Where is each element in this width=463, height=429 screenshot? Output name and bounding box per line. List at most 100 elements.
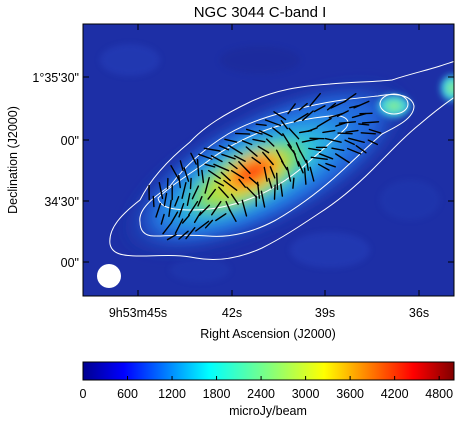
polarization-vector: [324, 137, 342, 143]
polarization-vector: [198, 153, 213, 160]
polarization-vector: [330, 100, 347, 109]
colorbar-tick-label: 1800: [203, 387, 231, 401]
x-tick-label: 36s: [409, 306, 429, 320]
polarization-vectors: [148, 92, 382, 241]
polarization-vector: [245, 146, 258, 157]
polarization-vector: [190, 152, 197, 165]
colorbar-tick-label: 4200: [381, 387, 409, 401]
polarization-vector: [336, 110, 349, 118]
polarization-vector: [347, 147, 362, 155]
polarization-vector: [338, 121, 357, 124]
polarization-vector: [196, 158, 200, 177]
polarization-vector: [223, 179, 238, 191]
polarization-vector: [186, 192, 191, 207]
x-tick-label: 39s: [315, 306, 335, 320]
polarization-vector: [308, 147, 322, 152]
polarization-vector: [203, 147, 221, 152]
polarization-vector: [263, 166, 268, 182]
x-axis-label: Right Ascension (J2000): [200, 327, 336, 341]
colorbar-tick-label: 4800: [425, 387, 453, 401]
polarization-vector: [305, 159, 309, 171]
polarization-vector: [234, 132, 251, 135]
polarization-vector: [326, 102, 337, 111]
polarization-vector: [302, 110, 314, 122]
polarization-vector: [238, 160, 251, 174]
polarization-vector: [215, 213, 227, 222]
polarization-vector: [287, 103, 296, 115]
polarization-vector: [348, 137, 365, 144]
polarization-vector: [310, 156, 328, 161]
polarization-vector: [272, 127, 283, 137]
y-tick-label: 34'30": [44, 195, 79, 209]
polarization-vector: [288, 127, 300, 140]
colorbar-tick-label: 600: [117, 387, 138, 401]
polarization-vector: [245, 128, 263, 135]
polarization-vector: [241, 199, 248, 217]
chart-title: NGC 3044 C-band I: [194, 4, 327, 21]
polarization-vector: [181, 214, 190, 224]
polarization-vector: [368, 128, 382, 134]
polarization-vector: [280, 183, 284, 197]
polarization-vector: [309, 92, 321, 107]
polarization-vector: [343, 92, 357, 103]
polarization-vector: [228, 161, 238, 170]
polarization-vector: [198, 204, 211, 216]
polarization-vector: [298, 102, 308, 111]
polarization-vector: [301, 138, 319, 143]
polarization-vector: [204, 163, 216, 168]
polarization-vector: [331, 147, 345, 152]
polarization-vector: [170, 164, 180, 181]
colorbar-tick-label: 3000: [292, 387, 320, 401]
polarization-vector: [178, 230, 189, 240]
x-tick-label: 9h53m45s: [109, 306, 167, 320]
polarization-vector: [166, 233, 177, 241]
polarization-vector: [227, 144, 243, 155]
polarization-vector: [191, 185, 200, 200]
polarization-vector: [174, 195, 180, 207]
polarization-vector: [303, 167, 307, 185]
polarization-vector: [307, 127, 318, 133]
colorbar-tick-label: 2400: [247, 387, 275, 401]
polarization-vector: [256, 181, 261, 199]
x-tick-label: 42s: [222, 306, 242, 320]
polarization-vector: [195, 220, 210, 232]
axis-ticks: [83, 24, 454, 296]
polarization-vector: [179, 160, 184, 172]
polarization-vector: [174, 218, 184, 235]
polarization-vector: [220, 171, 231, 182]
polarization-vector: [292, 150, 300, 167]
polarization-vector: [344, 139, 355, 146]
polarization-vector: [233, 155, 246, 162]
polarization-vector: [155, 202, 162, 218]
polarization-vector: [292, 177, 295, 189]
polarization-vector: [238, 178, 247, 188]
colorbar: [82, 361, 455, 381]
polarization-vector: [353, 100, 370, 109]
polarization-vector: [258, 129, 273, 138]
polarization-vector: [204, 219, 214, 229]
polarization-vector: [313, 105, 326, 113]
polarization-vector: [218, 186, 229, 199]
polarization-vector: [160, 213, 165, 225]
polarization-vector: [273, 184, 276, 200]
y-axis-label: Declination (J2000): [6, 106, 20, 214]
polarization-vector: [230, 169, 245, 179]
polarization-vector: [273, 111, 287, 121]
polarization-vector: [286, 166, 292, 182]
y-tick-label: 00": [61, 256, 79, 270]
polarization-vector: [252, 138, 266, 143]
polarization-vector: [178, 202, 185, 218]
polarization-vector: [185, 226, 196, 240]
polarization-vector: [197, 195, 203, 207]
colorbar-tick-label: 0: [80, 387, 87, 401]
polarization-vector: [228, 208, 237, 223]
polarization-vector: [318, 153, 334, 160]
polarization-vector: [257, 145, 270, 154]
polarization-vector: [207, 188, 217, 200]
polarization-vector: [262, 151, 274, 166]
polarization-vector: [281, 160, 288, 171]
polarization-vector: [193, 211, 202, 224]
polarization-vector: [248, 176, 260, 186]
polarization-vector: [293, 112, 309, 123]
